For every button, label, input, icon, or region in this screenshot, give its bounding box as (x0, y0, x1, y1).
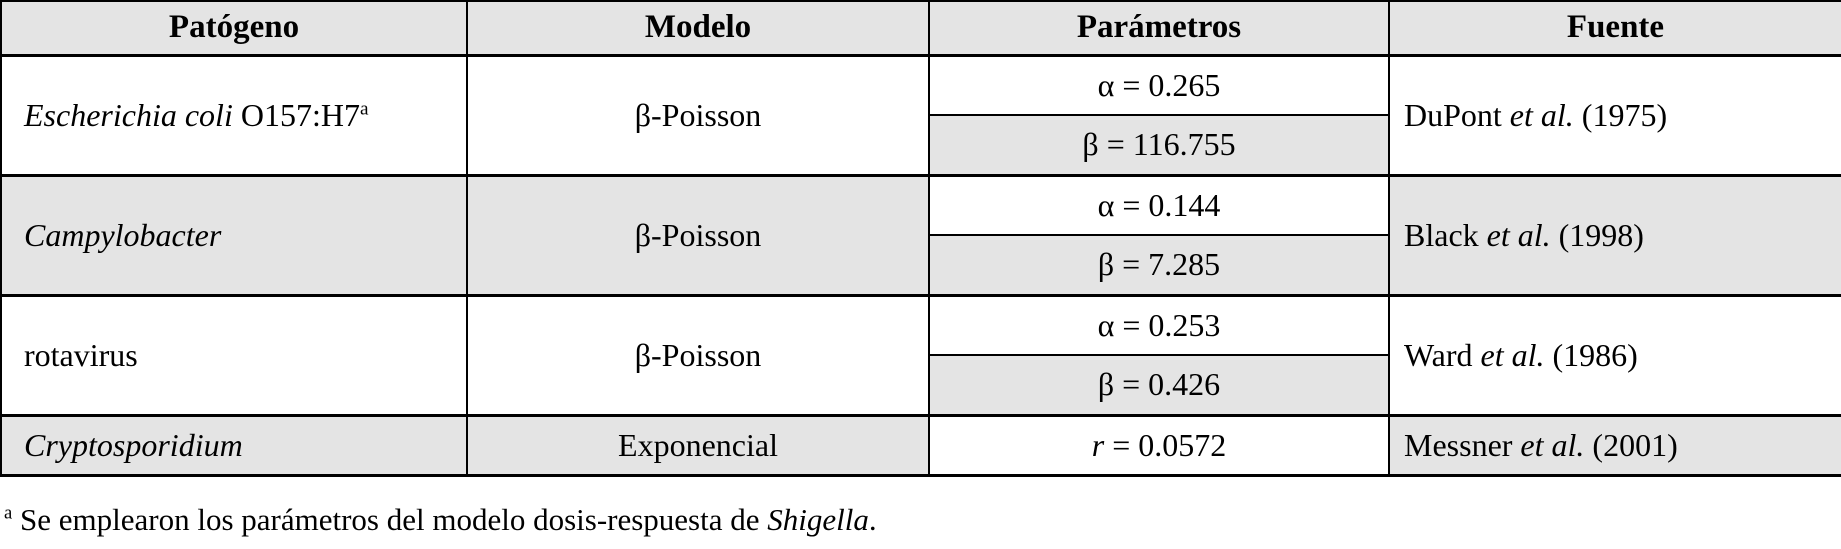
param-value: = 116.755 (1098, 126, 1236, 163)
table-subrow-campylobacter-beta: β = 7.285 (1, 234, 1841, 296)
source-author: Black (1404, 216, 1487, 253)
source-cell: Messner et al. (2001) (1388, 413, 1841, 476)
pathogen-name-rest: O157:H7 (232, 96, 360, 133)
table-row-rotavirus: rotavirus β-Poisson α = 0.253 Ward et al… (0, 293, 1841, 416)
param-symbol: α (1097, 66, 1115, 103)
source-year: (1998) (1550, 216, 1644, 253)
source-author: DuPont (1404, 96, 1510, 133)
param-symbol: α (1097, 306, 1115, 343)
table-body: Escherichia coli O157:H7a β-Poisson α = … (0, 53, 1841, 476)
param-value: = 0.253 (1114, 306, 1221, 343)
source-author: Ward (1404, 336, 1481, 373)
source-cell: DuPont et al. (1975) (1388, 53, 1841, 176)
param-beta-cell: β = 7.285 (928, 234, 1390, 296)
param-beta-cell: β = 116.755 (928, 114, 1390, 176)
param-alpha-cell: α = 0.253 (928, 293, 1390, 356)
pathogen-name-italic: Campylobacter (24, 216, 222, 253)
column-header-model: Modelo (466, 0, 930, 57)
source-etal: et al. (1520, 426, 1585, 463)
column-header-parameters: Parámetros (928, 0, 1390, 57)
param-symbol: β (1097, 246, 1115, 283)
source-year: (1986) (1544, 336, 1638, 373)
footnote: a Se emplearon los parámetros del modelo… (4, 501, 1841, 538)
table-row-campylobacter: Campylobacter β-Poisson α = 0.144 Black … (0, 173, 1841, 296)
param-value: = 0.265 (1114, 66, 1221, 103)
param-value: = 0.144 (1114, 186, 1221, 223)
source-year: (2001) (1584, 426, 1678, 463)
param-symbol: β (1082, 126, 1099, 163)
param-symbol: r (1091, 426, 1105, 463)
param-alpha-cell: α = 0.265 (928, 53, 1390, 116)
footnote-marker: a (4, 502, 13, 524)
source-author: Messner (1404, 426, 1521, 463)
model-cell: β-Poisson (466, 53, 930, 176)
param-value: = 0.0572 (1104, 426, 1227, 463)
source-etal: et al. (1480, 336, 1545, 373)
footnote-text-end: . (868, 501, 877, 537)
pathogen-cell: Cryptosporidium (0, 413, 468, 476)
footnote-italic-term: Shigella (767, 501, 869, 537)
source-cell: Black et al. (1998) (1388, 173, 1841, 296)
param-r-cell: r = 0.0572 (928, 413, 1390, 476)
pathogen-cell: Escherichia coli O157:H7a (0, 53, 468, 176)
pathogen-name-italic: Escherichia coli (24, 96, 233, 133)
param-symbol: β (1097, 366, 1115, 403)
param-value: = 7.285 (1114, 246, 1221, 283)
model-cell: β-Poisson (466, 293, 930, 416)
source-etal: et al. (1509, 96, 1574, 133)
table-row-cryptosporidium: Cryptosporidium Exponencial r = 0.0572 M… (0, 413, 1841, 476)
pathogen-cell: rotavirus (0, 293, 468, 416)
param-beta-cell: β = 0.426 (928, 354, 1390, 416)
source-etal: et al. (1486, 216, 1551, 253)
table-header: Patógeno Modelo Parámetros Fuente (0, 0, 1841, 57)
param-symbol: α (1097, 186, 1115, 223)
source-year: (1975) (1573, 96, 1668, 133)
pathogen-cell: Campylobacter (0, 173, 468, 296)
pathogen-name-italic: Cryptosporidium (24, 426, 243, 463)
header-row: Patógeno Modelo Parámetros Fuente (0, 0, 1841, 57)
model-cell: Exponencial (466, 413, 930, 476)
footnote-text: Se emplearon los parámetros del modelo d… (12, 501, 768, 537)
column-header-source: Fuente (1388, 0, 1841, 57)
model-cell: β-Poisson (466, 173, 930, 296)
pathogen-name-rest: rotavirus (24, 336, 138, 373)
param-value: = 0.426 (1114, 366, 1221, 403)
source-cell: Ward et al. (1986) (1388, 293, 1841, 416)
dose-response-parameters-table: Patógeno Modelo Parámetros Fuente Escher… (0, 0, 1841, 477)
footnote-marker: a (359, 97, 369, 119)
param-alpha-cell: α = 0.144 (928, 173, 1390, 236)
column-header-pathogen: Patógeno (0, 0, 468, 57)
table-subrow-ecoli-beta: β = 116.755 (1, 114, 1841, 176)
table-row-ecoli: Escherichia coli O157:H7a β-Poisson α = … (0, 53, 1841, 176)
table-subrow-rotavirus-beta: β = 0.426 (1, 354, 1841, 416)
